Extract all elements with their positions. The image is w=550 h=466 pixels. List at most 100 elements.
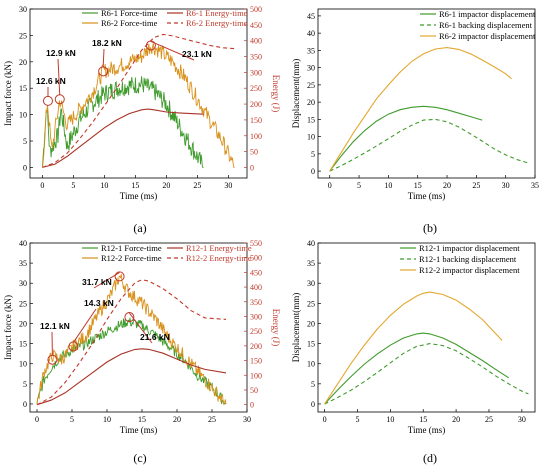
- legend-entry: R6-1 backing displacement: [439, 20, 533, 30]
- annotation-label: 12.6 kN: [36, 76, 66, 86]
- x-tick-label: 5: [71, 181, 75, 190]
- y2-tick-label: 100: [250, 371, 262, 380]
- x-tick-label: 25: [208, 415, 216, 424]
- y-tick-label: 0: [23, 400, 27, 409]
- y-tick-label: 30: [307, 64, 315, 73]
- y2-tick-label: 400: [250, 37, 262, 46]
- legend-entry: R12-1 backing displacement: [419, 254, 517, 264]
- x-tick-label: 5: [355, 415, 359, 424]
- x-tick-label: 30: [224, 181, 232, 190]
- y2-tick-label: 300: [250, 312, 262, 321]
- x-tick-label: 30: [243, 415, 251, 424]
- y2-tick-label: 500: [250, 254, 262, 263]
- series-line-r12-1-force-time: [36, 317, 227, 405]
- y2-tick-label: 550: [250, 239, 262, 248]
- panel-label: (c): [133, 451, 146, 465]
- annotation-arrow: [102, 48, 105, 68]
- x-axis-label: Time (ms): [120, 425, 157, 435]
- y-axis-label: Displacement(mm): [291, 59, 301, 128]
- series-line-r6-1-impactor-displacement: [329, 105, 483, 172]
- y2-tick-label: 350: [250, 53, 262, 62]
- legend-entry: R6-2 Force-time: [101, 18, 158, 28]
- annotation-label: 12.9 kN: [46, 48, 76, 58]
- y-tick-label: 5: [23, 137, 27, 146]
- x-axis-label: Time (ms): [408, 425, 445, 435]
- y-tick-label: 0: [311, 167, 315, 176]
- y2-tick-label: 300: [250, 68, 262, 77]
- y2-tick-label: 250: [250, 327, 262, 336]
- x-tick-label: 15: [414, 181, 422, 190]
- plot-frame: [29, 8, 248, 179]
- y-tick-label: 40: [19, 239, 27, 248]
- annotation-label: 14.3 kN: [84, 298, 114, 308]
- annotation-arrow: [150, 40, 195, 61]
- y-tick-label: 15: [307, 340, 315, 349]
- chart-panel-b: 0 5 10 15 20 25 30 35 0 5 10 15 20 25 30 35 40 45 Time (ms…: [291, 8, 539, 235]
- annotation-label: 12.1 kN: [40, 321, 70, 331]
- series-line-r6-1-backing-displacement: [329, 118, 530, 172]
- plot-frame: [317, 8, 536, 179]
- x-tick-label: 15: [419, 415, 427, 424]
- series-line-r12-2-impactor-displacement: [324, 291, 503, 405]
- annotation-label: 23.1 kN: [182, 49, 212, 59]
- y2-tick-label: 500: [250, 5, 262, 14]
- y-tick-label: 10: [307, 133, 315, 142]
- panel-label: (b): [423, 221, 437, 235]
- x-tick-label: 35: [531, 181, 539, 190]
- y2-tick-label: 200: [250, 342, 262, 351]
- y-axis-label: Displacement(mm): [291, 293, 301, 362]
- y2-tick-label: 450: [250, 268, 262, 277]
- series-line-r12-1-impactor-displacement: [324, 332, 509, 405]
- y-tick-label: 25: [307, 81, 315, 90]
- x-tick-label: 5: [70, 415, 74, 424]
- y2-tick-label: 50: [250, 148, 258, 157]
- x-tick-label: 20: [162, 181, 170, 190]
- annotation-label: 18.2 kN: [92, 38, 122, 48]
- x-tick-label: 0: [35, 415, 39, 424]
- y-tick-label: 0: [23, 163, 27, 172]
- y-tick-label: 20: [19, 319, 27, 328]
- chart-panel-a: 0 5 10 15 20 25 300510152025300501001502002503…: [3, 5, 281, 235]
- x-tick-label: 25: [472, 181, 480, 190]
- plot-frame: [317, 242, 536, 413]
- y-axis-label: Impact force (kN): [3, 295, 13, 360]
- y2-tick-label: 250: [250, 84, 262, 93]
- y-tick-label: 20: [19, 58, 27, 67]
- series-line-r6-2-energy-time: [42, 33, 235, 168]
- y-tick-label: 25: [19, 31, 27, 40]
- x-tick-label: 0: [323, 415, 327, 424]
- legend-entry: R12-1 Force-time: [101, 243, 162, 253]
- legend-entry: R6-2 Energy-time: [186, 18, 248, 28]
- annotation-arrow: [93, 271, 120, 289]
- legend-entry: R6-1 Force-time: [101, 8, 158, 18]
- y-tick-label: 25: [19, 299, 27, 308]
- peak-marker: [98, 66, 109, 77]
- series-line-r12-1-energy-time: [36, 348, 227, 406]
- peak-marker: [42, 95, 53, 106]
- y2-tick-label: 350: [250, 298, 262, 307]
- x-tick-label: 15: [131, 181, 139, 190]
- y-tick-label: 15: [19, 84, 27, 93]
- y-tick-label: 10: [307, 360, 315, 369]
- annotation-label: 21.6 kN: [140, 332, 170, 342]
- peak-marker: [114, 271, 125, 282]
- series-line-r12-2-force-time: [36, 274, 227, 406]
- y-tick-label: 40: [307, 239, 315, 248]
- x-tick-label: 30: [502, 181, 510, 190]
- x-tick-label: 30: [518, 415, 526, 424]
- y2-tick-label: 0: [250, 401, 254, 410]
- y-tick-label: 25: [307, 299, 315, 308]
- series-line-r6-2-force-time: [41, 43, 235, 168]
- y-tick-label: 45: [307, 12, 315, 21]
- y-tick-label: 20: [307, 319, 315, 328]
- x-axis-label: Time (ms): [120, 191, 157, 201]
- panel-label: (a): [133, 221, 146, 235]
- y-tick-label: 30: [19, 5, 27, 14]
- legend-entry: R6-1 impactor displacement: [439, 9, 536, 19]
- y-axis-label: Impact force (kN): [3, 61, 13, 126]
- series-line-r6-1-energy-time: [42, 108, 204, 168]
- y2-tick-label: 0: [250, 163, 254, 172]
- peak-marker: [145, 40, 156, 51]
